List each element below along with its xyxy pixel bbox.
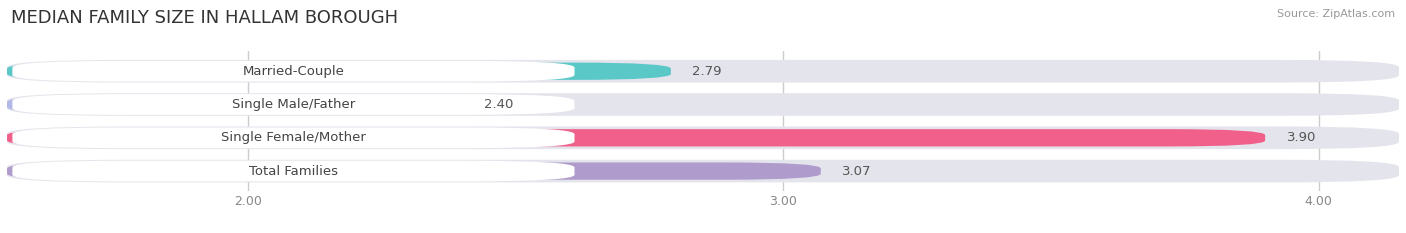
- FancyBboxPatch shape: [7, 63, 671, 80]
- Text: Source: ZipAtlas.com: Source: ZipAtlas.com: [1277, 9, 1395, 19]
- FancyBboxPatch shape: [7, 93, 1399, 116]
- FancyBboxPatch shape: [7, 96, 463, 113]
- FancyBboxPatch shape: [13, 94, 575, 115]
- Text: 2.79: 2.79: [692, 65, 721, 78]
- Text: Single Female/Mother: Single Female/Mother: [221, 131, 366, 144]
- FancyBboxPatch shape: [7, 60, 1399, 82]
- Text: 3.90: 3.90: [1286, 131, 1316, 144]
- Text: Married-Couple: Married-Couple: [242, 65, 344, 78]
- Text: MEDIAN FAMILY SIZE IN HALLAM BOROUGH: MEDIAN FAMILY SIZE IN HALLAM BOROUGH: [11, 9, 398, 27]
- Text: Total Families: Total Families: [249, 164, 337, 178]
- FancyBboxPatch shape: [7, 162, 821, 180]
- FancyBboxPatch shape: [7, 127, 1399, 149]
- FancyBboxPatch shape: [13, 127, 575, 148]
- Text: 2.40: 2.40: [484, 98, 513, 111]
- Text: Single Male/Father: Single Male/Father: [232, 98, 356, 111]
- FancyBboxPatch shape: [7, 129, 1265, 147]
- FancyBboxPatch shape: [13, 161, 575, 182]
- FancyBboxPatch shape: [7, 160, 1399, 182]
- Text: 3.07: 3.07: [842, 164, 872, 178]
- FancyBboxPatch shape: [13, 61, 575, 82]
